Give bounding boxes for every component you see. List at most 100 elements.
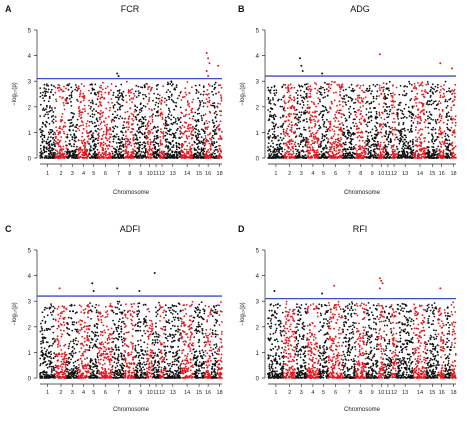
snp-point <box>298 135 301 137</box>
snp-point <box>142 97 145 100</box>
snp-point <box>110 83 113 85</box>
snp-point <box>182 96 185 99</box>
snp-point <box>195 88 198 91</box>
snp-point <box>170 98 173 101</box>
snp-point <box>60 157 63 159</box>
snp-point <box>318 113 321 116</box>
snp-point <box>350 89 353 92</box>
snp-point <box>52 114 54 117</box>
snp-point <box>118 107 121 109</box>
snp-point <box>216 113 218 116</box>
snp-point <box>43 145 45 148</box>
snp-point <box>118 89 121 91</box>
snp-point <box>64 121 66 124</box>
snp-point <box>128 95 131 97</box>
snp-point <box>370 116 373 118</box>
snp-point <box>202 102 205 104</box>
snp-point <box>401 110 404 112</box>
snp-point <box>191 117 194 120</box>
snp-point <box>374 133 376 136</box>
snp-point <box>207 134 209 136</box>
snp-point <box>283 84 285 86</box>
snp-point <box>211 119 214 122</box>
snp-point <box>54 145 57 148</box>
snp-point <box>118 103 121 106</box>
snp-point <box>127 91 130 94</box>
snp-point <box>76 89 78 92</box>
snp-point <box>177 117 179 119</box>
snp-point <box>359 152 362 155</box>
snp-point <box>97 95 100 98</box>
snp-point <box>137 90 140 92</box>
snp-point <box>49 105 51 108</box>
snp-point <box>83 104 86 107</box>
snp-point <box>315 155 318 158</box>
snp-point <box>117 141 120 144</box>
snp-point <box>285 143 288 146</box>
snp-point <box>220 100 223 102</box>
snp-point <box>94 145 97 148</box>
snp-point <box>446 100 449 103</box>
snp-point <box>168 98 171 100</box>
snp-point <box>346 131 349 134</box>
snp-point <box>356 149 358 152</box>
snp-point <box>296 113 299 116</box>
snp-point <box>440 150 442 153</box>
snp-point <box>267 96 270 99</box>
snp-point <box>269 107 272 110</box>
snp-point <box>154 141 157 144</box>
snp-point <box>287 84 290 86</box>
snp-point <box>149 143 152 146</box>
snp-point <box>428 122 431 125</box>
snp-point <box>381 112 384 115</box>
snp-point <box>54 133 57 136</box>
snp-point <box>190 127 192 129</box>
snp-point <box>350 143 353 146</box>
snp-point <box>390 138 392 141</box>
snp-point <box>340 109 342 112</box>
snp-point <box>45 108 47 111</box>
snp-point <box>139 108 141 111</box>
snp-point <box>295 108 298 111</box>
snp-point <box>69 152 71 154</box>
snp-point <box>405 136 408 139</box>
snp-point <box>281 139 283 142</box>
snp-point <box>303 112 305 115</box>
snp-point <box>98 129 101 131</box>
snp-point <box>91 116 94 118</box>
snp-point <box>404 134 407 137</box>
snp-point <box>82 92 85 95</box>
x-tick-label: 12 <box>391 171 397 177</box>
snp-point <box>149 156 151 159</box>
snp-point <box>453 146 456 149</box>
snp-point <box>394 127 396 129</box>
snp-point <box>416 97 419 100</box>
snp-point <box>180 157 183 159</box>
snp-point <box>85 156 88 159</box>
snp-point <box>338 100 341 103</box>
snp-point <box>357 109 359 112</box>
snp-point <box>50 303 52 305</box>
snp-point <box>91 87 94 90</box>
snp-point <box>391 84 394 87</box>
snp-point <box>138 157 141 159</box>
snp-point <box>409 140 412 143</box>
snp-point <box>318 145 320 148</box>
snp-point <box>410 120 413 122</box>
snp-point <box>112 135 115 138</box>
x-tick-label: 7 <box>117 171 120 177</box>
snp-point <box>213 156 216 159</box>
snp-point <box>288 123 291 126</box>
snp-point <box>71 136 74 139</box>
snp-point <box>278 139 280 142</box>
snp-point <box>127 89 130 91</box>
snp-point <box>116 153 119 156</box>
snp-point <box>384 108 386 111</box>
snp-point <box>293 86 296 89</box>
snp-point <box>386 146 388 148</box>
snp-point <box>307 85 309 88</box>
snp-point <box>80 116 83 119</box>
snp-point <box>78 152 80 155</box>
snp-point <box>283 114 285 117</box>
snp-point <box>289 83 292 86</box>
